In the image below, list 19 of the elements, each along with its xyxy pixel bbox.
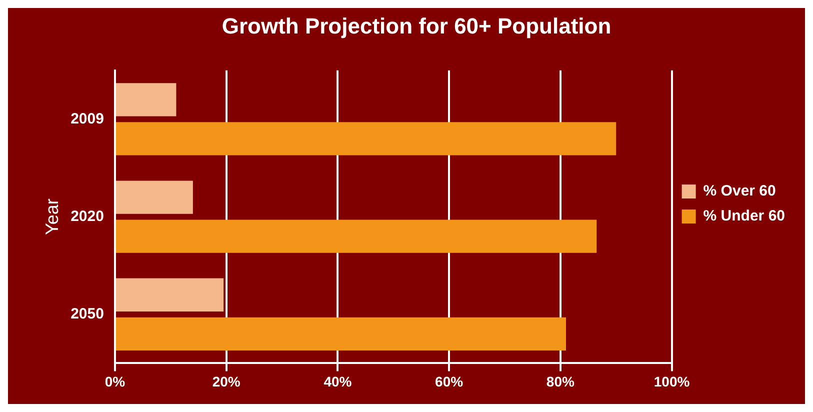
bar: [116, 180, 193, 214]
x-tick-label: 0%: [104, 373, 126, 390]
bar: [116, 122, 616, 156]
chart-title: Growth Projection for 60+ Population: [222, 13, 612, 38]
bar: [116, 278, 224, 312]
y-tick-label: 2020: [70, 208, 104, 225]
y-tick-label: 2009: [70, 110, 104, 128]
x-tick-label: 100%: [654, 373, 690, 390]
legend-label: % Over 60: [703, 182, 776, 200]
x-tick-label: 20%: [212, 373, 241, 390]
bar: [116, 83, 176, 116]
y-tick-label: 2050: [70, 306, 104, 323]
y-axis-title: Year: [42, 198, 62, 235]
x-tick-label: 60%: [435, 373, 464, 390]
x-tick-label: 80%: [546, 373, 575, 390]
x-tick-label: 40%: [324, 373, 352, 390]
bar: [116, 317, 566, 351]
legend-label: % Under 60: [703, 208, 786, 225]
bar: [116, 220, 597, 253]
